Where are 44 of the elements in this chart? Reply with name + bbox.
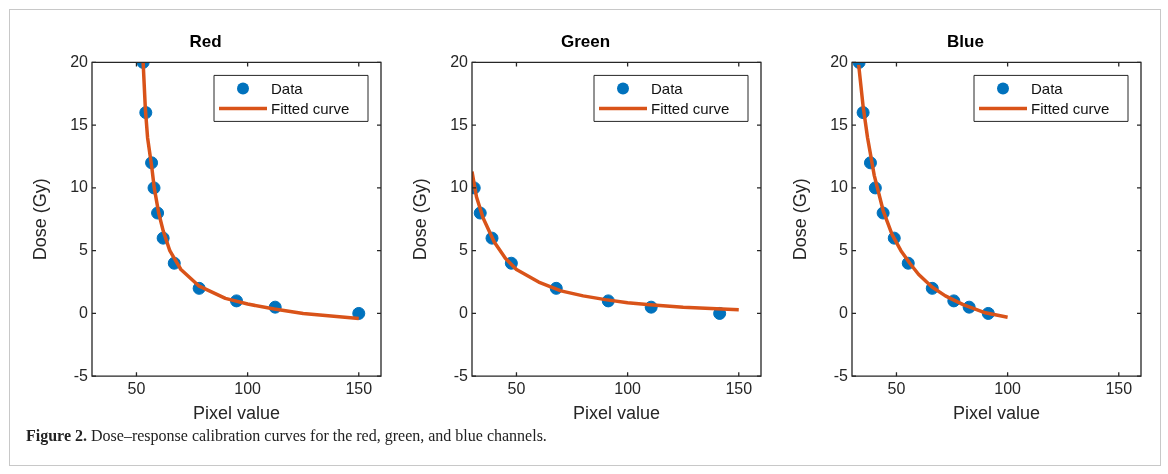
y-tick-label: 20 [830, 52, 849, 70]
legend-label: Fitted curve [271, 99, 350, 117]
y-tick-label: 20 [450, 52, 469, 70]
y-tick-label: 10 [70, 178, 89, 196]
legend-label: Data [1031, 79, 1064, 97]
x-tick-label: 50 [507, 380, 526, 398]
legend-label: Data [651, 79, 684, 97]
x-tick-label: 100 [614, 380, 642, 398]
x-tick-label: 50 [127, 380, 146, 398]
y-tick-label: 10 [830, 178, 849, 196]
x-tick-label: 150 [345, 380, 373, 398]
y-axis-title: Dose (Gy) [789, 178, 810, 261]
y-tick-label: 0 [839, 303, 849, 321]
chart-title: Red [189, 31, 222, 51]
y-tick-label: 15 [450, 115, 469, 133]
y-axis-title: Dose (Gy) [29, 178, 50, 261]
legend-label: Fitted curve [1031, 99, 1110, 117]
x-axis-title: Pixel value [952, 403, 1041, 424]
y-tick-label: 15 [70, 115, 89, 133]
point [352, 306, 366, 320]
x-tick-label: 150 [725, 380, 753, 398]
y-tick-label: -5 [73, 366, 89, 384]
x-tick-label: 150 [1105, 380, 1133, 398]
y-tick-label: -5 [453, 366, 469, 384]
y-tick-label: 0 [79, 303, 89, 321]
x-tick-label: 100 [234, 380, 262, 398]
x-tick-label: 100 [994, 380, 1022, 398]
x-tick-label: 50 [887, 380, 906, 398]
y-axis-title: Dose (Gy) [409, 178, 430, 261]
y-tick-label: 5 [79, 241, 89, 259]
legend-label: Fitted curve [651, 99, 730, 117]
y-tick-label: 5 [459, 241, 469, 259]
chart-title: Blue [947, 31, 984, 51]
y-tick-label: 15 [830, 115, 849, 133]
chart-title: Green [560, 31, 611, 51]
y-tick-label: 5 [839, 241, 849, 259]
y-tick-label: 20 [70, 52, 89, 70]
y-tick-label: 10 [450, 178, 469, 196]
legend-label: Data [271, 79, 304, 97]
x-axis-title: Pixel value [192, 403, 281, 424]
y-tick-label: 0 [459, 303, 469, 321]
y-tick-label: -5 [833, 366, 849, 384]
x-axis-title: Pixel value [572, 403, 661, 424]
caption: Figure 2. Dose–response calibration curves for the red, green, and blue channels. [26, 427, 547, 445]
